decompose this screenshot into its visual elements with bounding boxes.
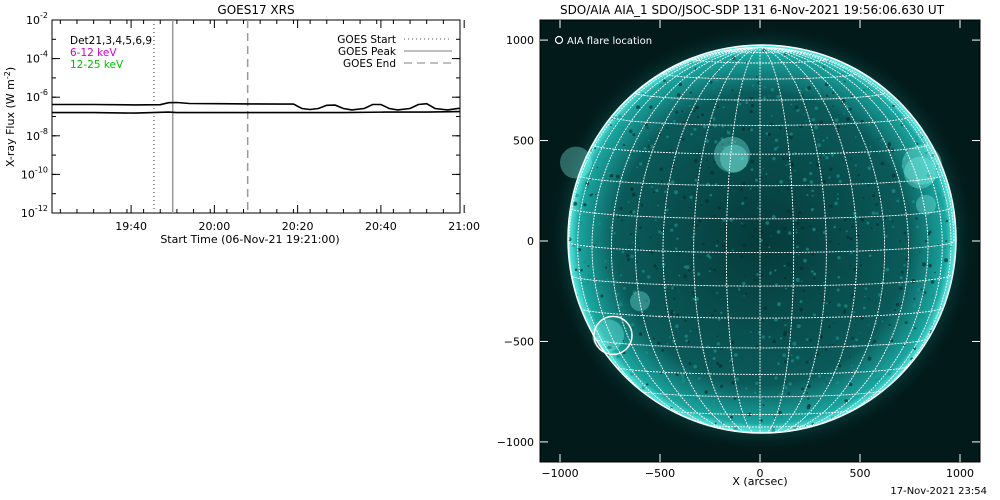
aia-longitude-line <box>759 46 955 242</box>
aia-y-tick-label: 1000 <box>506 34 534 47</box>
aia-limb <box>567 44 957 434</box>
aia-longitude-line <box>568 46 761 242</box>
aia-y-tick-label: 0 <box>527 235 534 248</box>
aia-legend-label: AIA flare location <box>567 36 652 47</box>
aia-longitude-line <box>591 46 761 433</box>
aia-longitude-line <box>759 46 943 432</box>
goes-legend-entry: Det21,3,4,5,6,9 <box>70 35 152 47</box>
goes-series-group <box>52 101 461 114</box>
goes-y-tick-label: 10-12 <box>21 204 48 220</box>
aia-longitude-line <box>759 46 886 433</box>
aia-y-tick-label: 500 <box>513 135 534 148</box>
aia-longitude-line <box>725 46 761 433</box>
goes-y-tick-label: 10-4 <box>26 50 48 66</box>
aia-longitude-line <box>759 46 858 433</box>
goes-x-tick-label: 20:40 <box>365 220 397 233</box>
goes-flux-series-1 <box>52 101 461 111</box>
aia-x-tick-label: 1000 <box>946 467 974 480</box>
aia-x-tick-label: 0 <box>757 467 764 480</box>
goes-flux-series-2 <box>52 110 461 114</box>
aia-longitude-line <box>634 46 761 433</box>
goes-x-axis-label: Start Time (06-Nov-21 19:21:00) <box>160 233 339 246</box>
aia-longitude-line <box>759 46 952 423</box>
goes-event-legend-label: GOES End <box>343 58 396 70</box>
aia-flare-location-circle <box>593 315 633 356</box>
goes-event-legend-label: GOES Start <box>337 34 396 46</box>
aia-bright-region <box>714 136 750 173</box>
aia-y-tick-label: −500 <box>504 335 534 348</box>
aia-longitude-line <box>577 46 761 432</box>
aia-legend-marker <box>554 35 564 45</box>
goes-y-tick-label: 10-2 <box>26 11 48 27</box>
goes-x-tick-label: 20:20 <box>282 220 314 233</box>
aia-bright-region <box>560 146 592 179</box>
goes-event-markers <box>153 20 249 213</box>
aia-longitude-line <box>759 46 827 433</box>
aia-longitude-line <box>759 46 929 433</box>
goes-legend-entry: 12-25 keV <box>70 59 124 71</box>
goes-x-tick-label: 20:00 <box>199 220 231 233</box>
aia-latitude-line <box>591 338 929 349</box>
goes-y-axis-label: X-ray Flux (W m-2) <box>3 67 17 167</box>
aia-latitude-line <box>663 408 857 415</box>
aia-longitude-line <box>759 46 795 433</box>
aia-latitude-line <box>568 240 955 254</box>
goes-y-ticks: 10-2 10-4 10-6 10-8 10-10 10-12 <box>21 11 460 220</box>
aia-heliographic-grid <box>568 46 955 433</box>
aia-x-axis-label: X (arcsec) <box>732 475 787 488</box>
goes-title: GOES17 XRS <box>217 3 294 17</box>
aia-panel: SDO/AIA AIA_1 SDO/JSOC-SDP 131 6-Nov-202… <box>497 3 981 488</box>
aia-x-tick-label: −500 <box>645 467 675 480</box>
aia-longitude-line <box>693 46 761 433</box>
goes-x-tick-label: 19:40 <box>115 220 147 233</box>
goes-x-tick-label: 21:00 <box>448 220 480 233</box>
goes-y-tick-label: 10-8 <box>26 127 48 143</box>
goes-x-ticks: 19:40 20:00 20:20 20:40 21:00 <box>59 20 480 233</box>
goes-event-legend-label: GOES Peak <box>338 46 397 58</box>
aia-disk-texture <box>568 48 953 433</box>
goes-y-tick-label: 10-10 <box>21 165 48 181</box>
goes-y-tick-label: 10-6 <box>26 88 48 104</box>
aia-solar-disk <box>568 45 956 433</box>
aia-y-tick-label: −1000 <box>497 436 534 449</box>
aia-x-tick-label: −1000 <box>541 467 578 480</box>
aia-bright-region <box>904 156 936 189</box>
aia-y-ticks: −1000 −500 0 500 1000 <box>497 34 980 449</box>
aia-x-ticks: −1000 −500 0 500 1000 <box>541 20 974 480</box>
aia-x-tick-label: 500 <box>850 467 871 480</box>
aia-active-regions <box>560 136 942 352</box>
aia-bright-region <box>720 144 748 173</box>
aia-title: SDO/AIA AIA_1 SDO/JSOC-SDP 131 6-Nov-202… <box>560 3 945 17</box>
aia-latitude-line <box>577 307 943 319</box>
footer-timestamp: 17-Nov-2021 23:54 <box>890 486 987 497</box>
aia-bright-region <box>916 194 936 215</box>
aia-bright-region <box>902 144 942 185</box>
goes-legend-entry: 6-12 keV <box>70 47 117 59</box>
goes-panel: GOES17 XRS 10-2 10-4 10-6 10-8 10-10 10-12 19… <box>3 3 480 246</box>
aia-longitude-line <box>662 46 761 433</box>
